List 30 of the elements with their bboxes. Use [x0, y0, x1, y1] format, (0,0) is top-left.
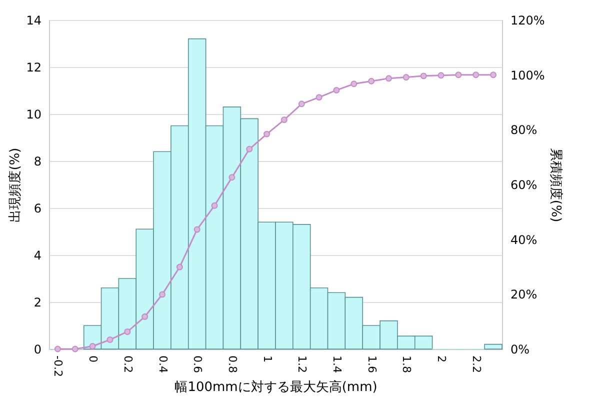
y-tick-label: 12 — [26, 60, 42, 74]
y-tick-label: 4 — [34, 248, 42, 262]
y2-tick-label: 40% — [510, 232, 538, 247]
y-axis-title: 出現頻度(%) — [7, 148, 24, 222]
y-tick-label: 8 — [34, 154, 42, 168]
x-axis-title: 幅100mmに対する最大矢高(mm) — [174, 378, 378, 395]
x-tick-label: 2 — [435, 356, 448, 362]
y2-axis-title: 累積頻度(%) — [548, 148, 564, 222]
x-tick-label: 0.4 — [156, 356, 170, 373]
x-tick-label: 1.8 — [400, 356, 414, 373]
x-tick-label: 2.2 — [470, 356, 483, 373]
y2-tick-label: 100% — [510, 68, 545, 82]
x-tick-label: -0.2 — [52, 356, 65, 377]
x-tick-label: 1 — [260, 356, 274, 362]
y-tick-label: 2 — [34, 296, 42, 310]
y-tick-label: 14 — [26, 14, 42, 28]
x-tick-label: 0.2 — [121, 356, 134, 373]
x-tick-label: 0.6 — [191, 356, 204, 373]
y2-tick-label: 80% — [510, 123, 538, 138]
y2-tick-label: 120% — [510, 14, 545, 28]
y2-tick-label: 0% — [510, 342, 530, 356]
y2-tick-label: 20% — [510, 288, 538, 302]
y2-tick-label: 60% — [510, 178, 538, 192]
x-tick-label: 1.4 — [330, 356, 344, 373]
x-tick-label: 0 — [86, 356, 100, 362]
y-tick-label: 10 — [26, 108, 42, 122]
y-tick-label: 6 — [34, 202, 42, 216]
x-tick-label: 0.8 — [226, 356, 239, 373]
x-tick-label: 1.2 — [296, 356, 309, 373]
x-tick-label: 1.6 — [365, 356, 378, 373]
